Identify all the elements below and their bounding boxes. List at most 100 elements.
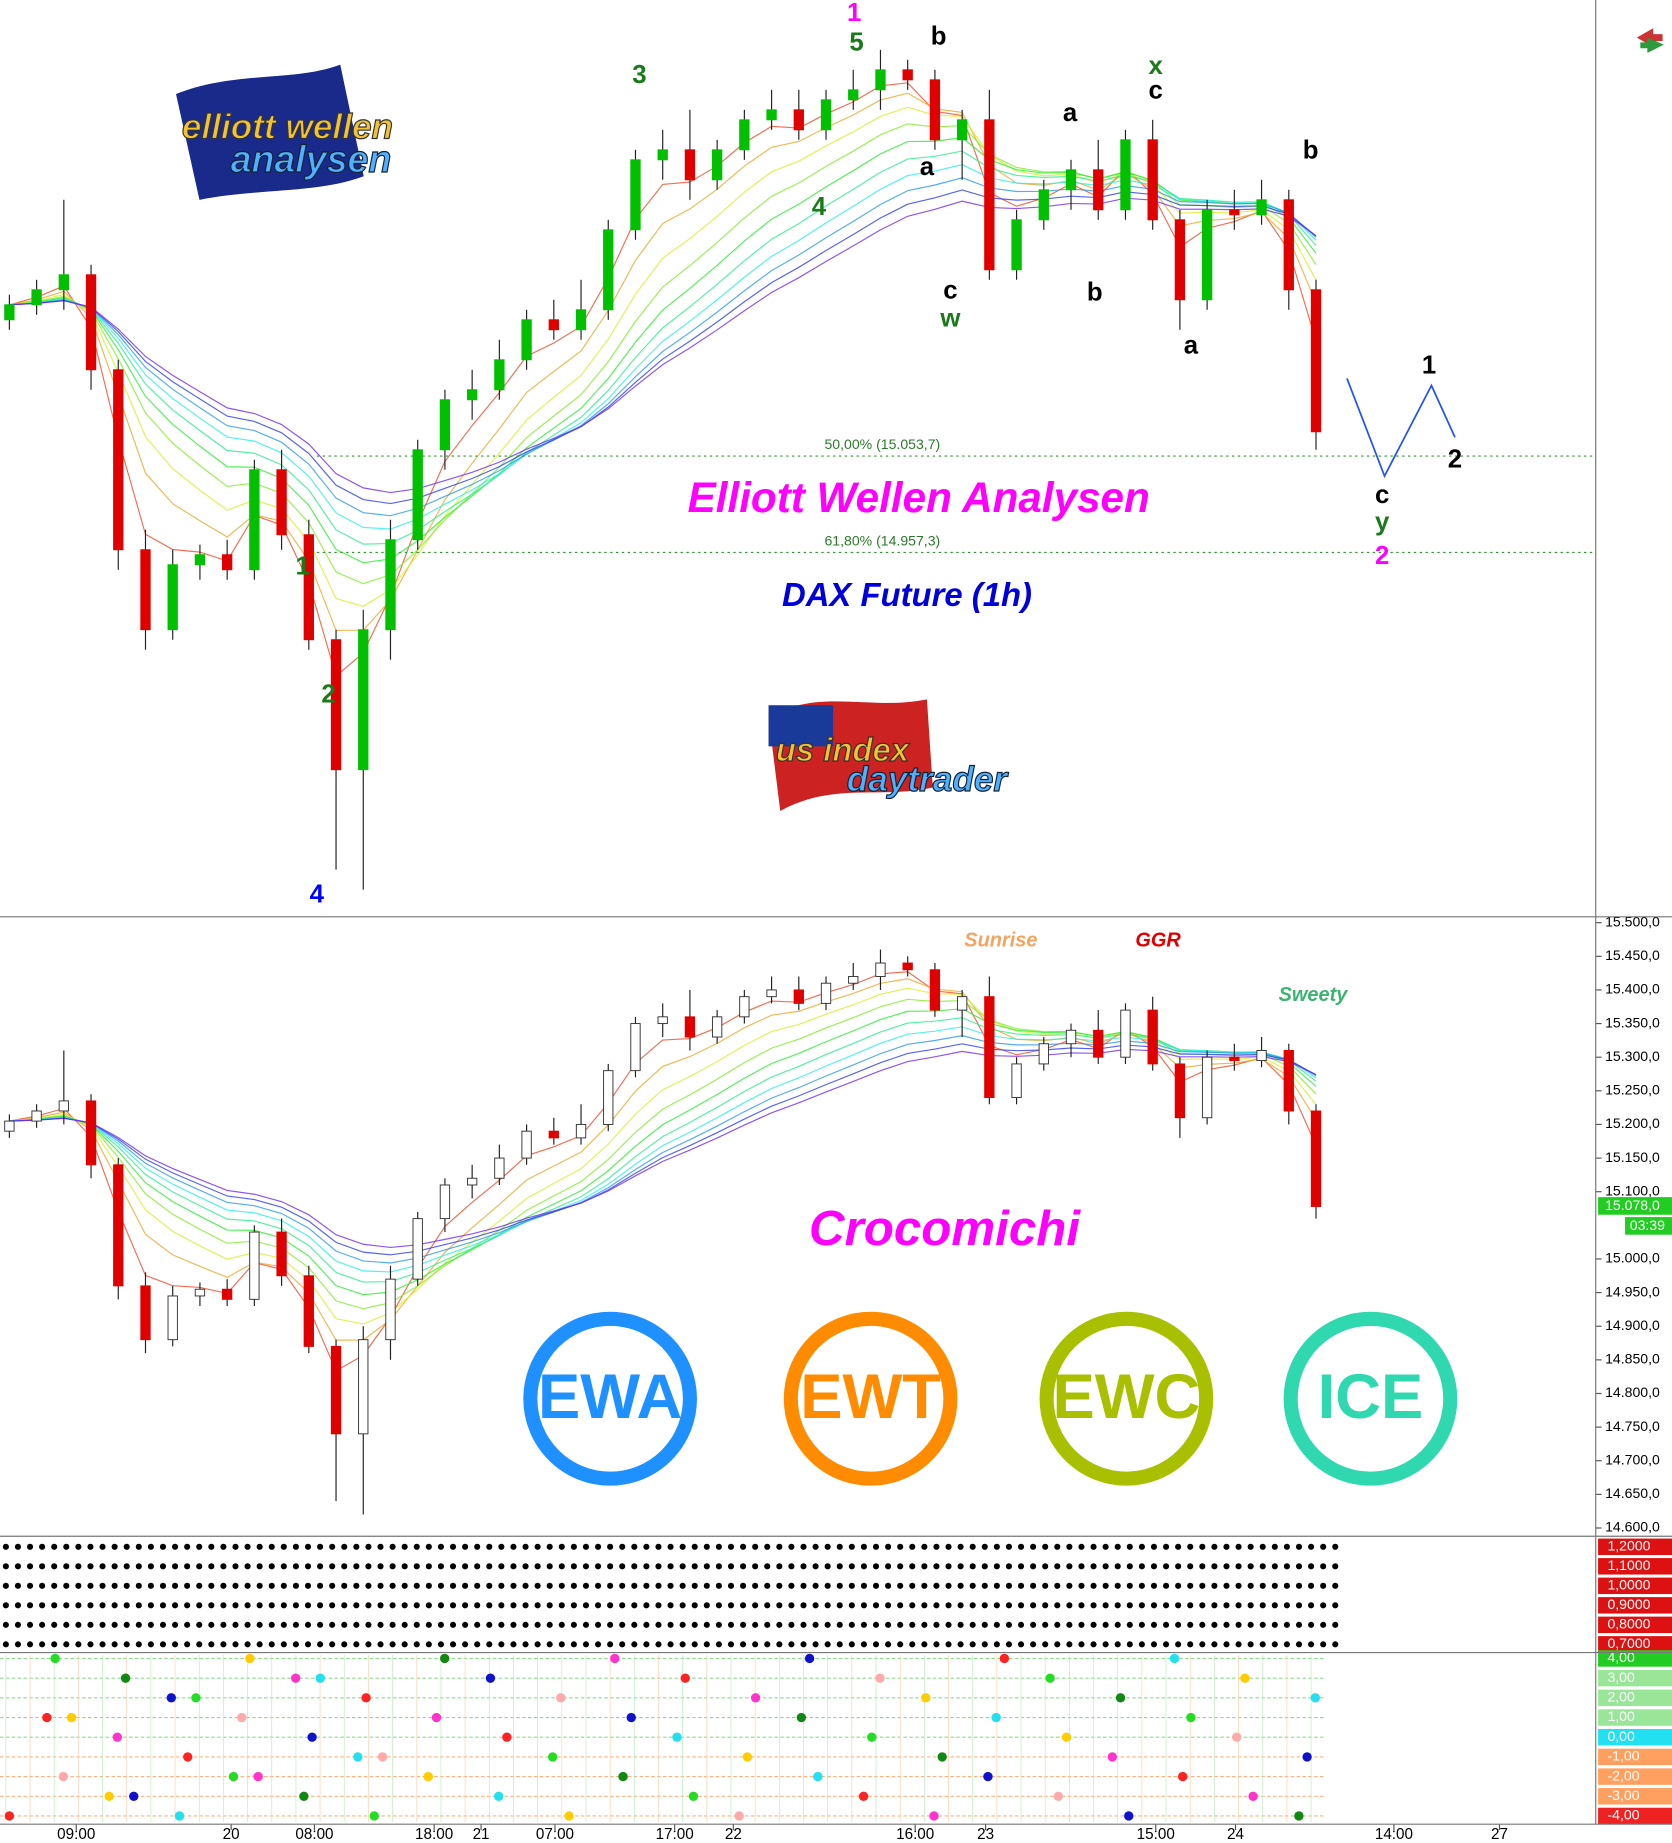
signal-dot <box>510 1563 517 1570</box>
signal-dot <box>268 1621 275 1628</box>
candle-body <box>1038 1043 1049 1065</box>
signal-dot <box>1017 1602 1025 1609</box>
signal-dot <box>1078 1621 1085 1628</box>
signal-dot <box>365 1641 372 1648</box>
x-tick-label: 16:00 <box>896 1826 934 1843</box>
signal-dot <box>75 1543 82 1550</box>
signal-dot <box>667 1563 674 1570</box>
signal-dot <box>87 1641 94 1648</box>
signal-dot <box>232 1563 239 1570</box>
signal-dot <box>172 1621 179 1628</box>
signal-dot <box>522 1621 529 1628</box>
x-tick-label: 27 <box>1491 1826 1508 1843</box>
signal-dot <box>377 1641 384 1648</box>
signal-dot <box>329 1621 336 1628</box>
wave-label: y <box>1375 508 1390 536</box>
signal-dot <box>159 1602 167 1609</box>
y-tick-label: 4,00 <box>1607 1649 1635 1665</box>
signal-dot <box>1211 1582 1218 1589</box>
signal-dot <box>993 1582 1000 1589</box>
candle-body <box>766 989 777 998</box>
signal-dot <box>425 1602 432 1609</box>
candle-body <box>303 1275 314 1347</box>
signal-dot <box>594 1563 602 1570</box>
candle-body <box>439 399 451 451</box>
signal-dot <box>788 1641 795 1648</box>
signal-dot <box>87 1563 94 1570</box>
candle-body <box>194 1288 206 1297</box>
signal-dot <box>159 1621 167 1628</box>
signal-dot <box>51 1563 58 1570</box>
signal-dot <box>244 1543 251 1550</box>
signal-dot <box>800 1621 807 1628</box>
signal-dot <box>75 1563 82 1570</box>
wave-label: 1 <box>847 0 861 27</box>
y-tick-label: 14.650,0 <box>1605 1485 1660 1501</box>
signal-dot <box>135 1563 142 1570</box>
signal-dot <box>63 1641 70 1648</box>
signal-dot <box>836 1543 843 1550</box>
oscillator-dot <box>112 1732 123 1742</box>
signal-dot <box>208 1582 215 1589</box>
signal-dot <box>1199 1621 1206 1628</box>
candle-body <box>113 1164 124 1287</box>
candle-body <box>4 304 15 321</box>
y-tick-box <box>1598 1709 1672 1726</box>
oscillator-dot <box>750 1693 761 1703</box>
signal-dot <box>582 1602 590 1609</box>
signal-dot <box>1199 1582 1206 1589</box>
signal-dot <box>1259 1543 1266 1550</box>
candle-body <box>194 554 206 566</box>
signal-dot <box>993 1563 1000 1570</box>
signal-dot <box>184 1543 191 1550</box>
signal-dot <box>1017 1641 1025 1648</box>
signal-dot <box>353 1543 360 1550</box>
oscillator-dot <box>237 1712 247 1723</box>
signal-dot <box>196 1582 203 1589</box>
signal-dot <box>474 1641 481 1648</box>
signal-dot <box>123 1602 130 1609</box>
signal-dot <box>268 1563 275 1570</box>
signal-dot <box>1199 1543 1206 1550</box>
oscillator-dot <box>4 1811 15 1821</box>
signal-dot <box>752 1602 759 1609</box>
candle-body <box>1229 1056 1240 1062</box>
signal-dot <box>921 1602 928 1609</box>
signal-dot <box>1271 1602 1278 1609</box>
signal-dot <box>1163 1621 1170 1628</box>
signal-dot <box>184 1582 191 1589</box>
oscillator-dot <box>50 1653 60 1664</box>
signal-dot <box>570 1602 577 1609</box>
signal-dot <box>280 1641 287 1648</box>
wave-label: w <box>939 305 961 333</box>
nav-icon[interactable] <box>1636 28 1664 53</box>
signal-dot <box>1211 1563 1218 1570</box>
signal-dot <box>486 1641 493 1648</box>
signal-dot <box>1211 1543 1218 1550</box>
signal-dot <box>39 1602 46 1609</box>
signal-dot <box>643 1602 650 1609</box>
signal-dot <box>39 1563 46 1570</box>
signal-dot <box>667 1582 674 1589</box>
signal-dot <box>147 1602 154 1609</box>
signal-dot <box>184 1641 191 1648</box>
signal-dot <box>449 1563 457 1570</box>
oscillator-dot <box>431 1712 442 1723</box>
signal-dot <box>474 1602 481 1609</box>
signal-dot <box>317 1621 324 1628</box>
signal-dot <box>26 1543 34 1550</box>
candle-body <box>58 1100 69 1112</box>
signal-dot <box>1247 1602 1254 1609</box>
candle-body <box>711 1016 723 1038</box>
signal-dot <box>897 1563 904 1570</box>
signal-dot <box>957 1621 964 1628</box>
signal-dot <box>727 1621 735 1628</box>
signal-dot <box>486 1543 493 1550</box>
signal-dot <box>413 1543 420 1550</box>
signal-dot <box>377 1602 384 1609</box>
signal-dot <box>1126 1563 1133 1570</box>
y-tick-label: -4,00 <box>1607 1807 1639 1823</box>
x-tick-label: 08:00 <box>295 1826 333 1843</box>
